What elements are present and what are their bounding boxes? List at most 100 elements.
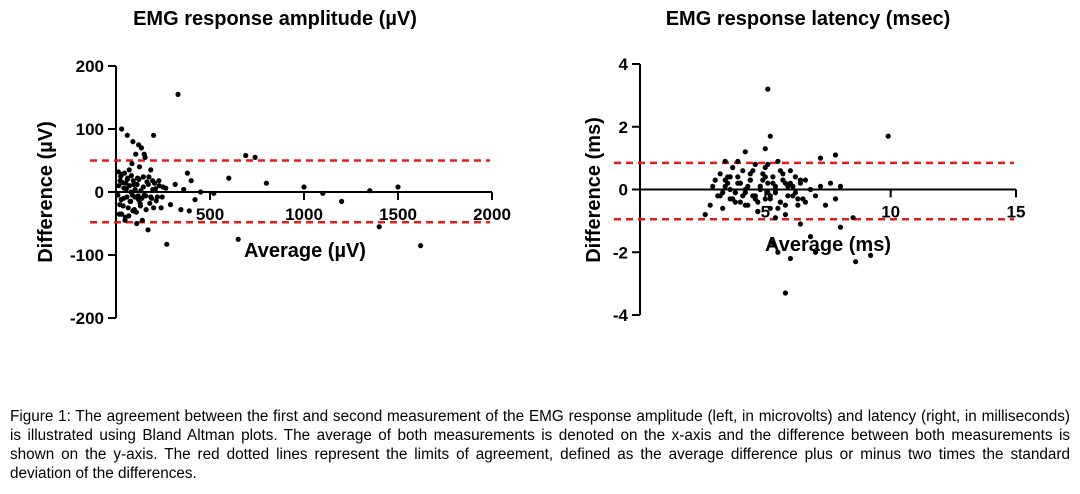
data-point [126, 183, 133, 189]
data-point [737, 199, 743, 205]
data-point [740, 193, 746, 199]
data-point [128, 173, 134, 179]
data-point [797, 221, 804, 227]
data-point [115, 192, 121, 198]
x-tick-label: 5 [761, 203, 770, 222]
data-point [762, 196, 768, 202]
data-point [782, 202, 789, 208]
data-point [151, 180, 158, 186]
data-point [116, 211, 122, 217]
data-point [737, 180, 743, 186]
data-point [235, 236, 241, 242]
data-point [136, 164, 143, 170]
data-point [817, 155, 824, 161]
data-point [807, 186, 814, 193]
data-point [301, 184, 307, 190]
data-point [178, 207, 184, 213]
data-point [772, 215, 779, 221]
data-point [129, 161, 135, 167]
data-point [418, 243, 424, 249]
y-tick-label: 0 [95, 183, 104, 202]
data-point [735, 158, 741, 164]
data-point [802, 177, 809, 183]
data-point [717, 171, 723, 177]
chart-title: EMG response amplitude (µV) [133, 8, 417, 30]
data-point [117, 178, 123, 184]
data-point [145, 227, 151, 233]
data-point [134, 181, 140, 187]
data-point [243, 152, 249, 159]
data-point [125, 175, 131, 181]
data-point [124, 132, 130, 138]
data-point [850, 215, 856, 221]
data-point [141, 151, 147, 157]
data-point [795, 196, 801, 202]
data-point [817, 183, 824, 189]
data-point [122, 217, 128, 223]
data-point [140, 184, 146, 190]
data-point [727, 174, 733, 180]
data-point [198, 189, 204, 195]
data-point [765, 190, 771, 196]
data-point [129, 192, 136, 198]
data-point [752, 193, 758, 199]
data-point [119, 171, 125, 177]
x-tick-label: 500 [196, 205, 224, 224]
data-point [138, 188, 144, 194]
data-point [745, 183, 751, 189]
data-point [115, 169, 121, 175]
y-tick-label: -100 [70, 246, 104, 265]
data-point [730, 164, 736, 171]
data-point [797, 177, 804, 183]
data-point [181, 186, 187, 193]
y-tick-label: 2 [619, 118, 628, 137]
data-point [722, 158, 728, 164]
data-point [742, 202, 748, 208]
data-point [130, 139, 136, 145]
data-point [211, 190, 217, 196]
data-point [145, 181, 151, 187]
data-point [720, 205, 726, 211]
data-point [752, 161, 758, 167]
data-point [790, 183, 796, 189]
data-point [780, 171, 786, 177]
data-point [827, 180, 834, 186]
y-tick-label: 200 [76, 57, 104, 76]
data-point [720, 190, 726, 196]
data-point [787, 168, 794, 174]
data-point [740, 168, 746, 174]
data-point [252, 154, 258, 160]
data-point [775, 249, 781, 255]
data-point [143, 193, 149, 199]
data-point [147, 200, 153, 206]
data-point [727, 186, 733, 193]
data-point [795, 202, 801, 208]
data-point [885, 133, 891, 139]
y-tick-label: -2 [613, 243, 628, 262]
data-point [135, 193, 141, 199]
data-point [121, 185, 127, 191]
data-point [735, 174, 741, 180]
data-point [153, 198, 159, 204]
data-point [184, 170, 190, 176]
data-point [853, 259, 859, 265]
data-point [125, 205, 131, 211]
data-point [126, 167, 132, 173]
data-point [787, 255, 794, 262]
data-point [136, 176, 142, 182]
data-point [139, 195, 145, 201]
data-point [770, 174, 776, 180]
data-point [130, 178, 136, 184]
data-point [767, 133, 773, 139]
data-point [765, 161, 771, 167]
data-point [143, 207, 149, 213]
x-tick-label: 15 [1007, 203, 1026, 222]
data-point [837, 183, 844, 189]
y-axis-label: Difference (ms) [583, 117, 605, 263]
data-point [755, 199, 761, 205]
figure-canvas: EMG response amplitude (µV) Difference (… [35, 8, 1026, 328]
data-point [792, 190, 799, 196]
data-point [837, 224, 844, 230]
data-point [732, 190, 738, 196]
data-point [770, 240, 776, 246]
